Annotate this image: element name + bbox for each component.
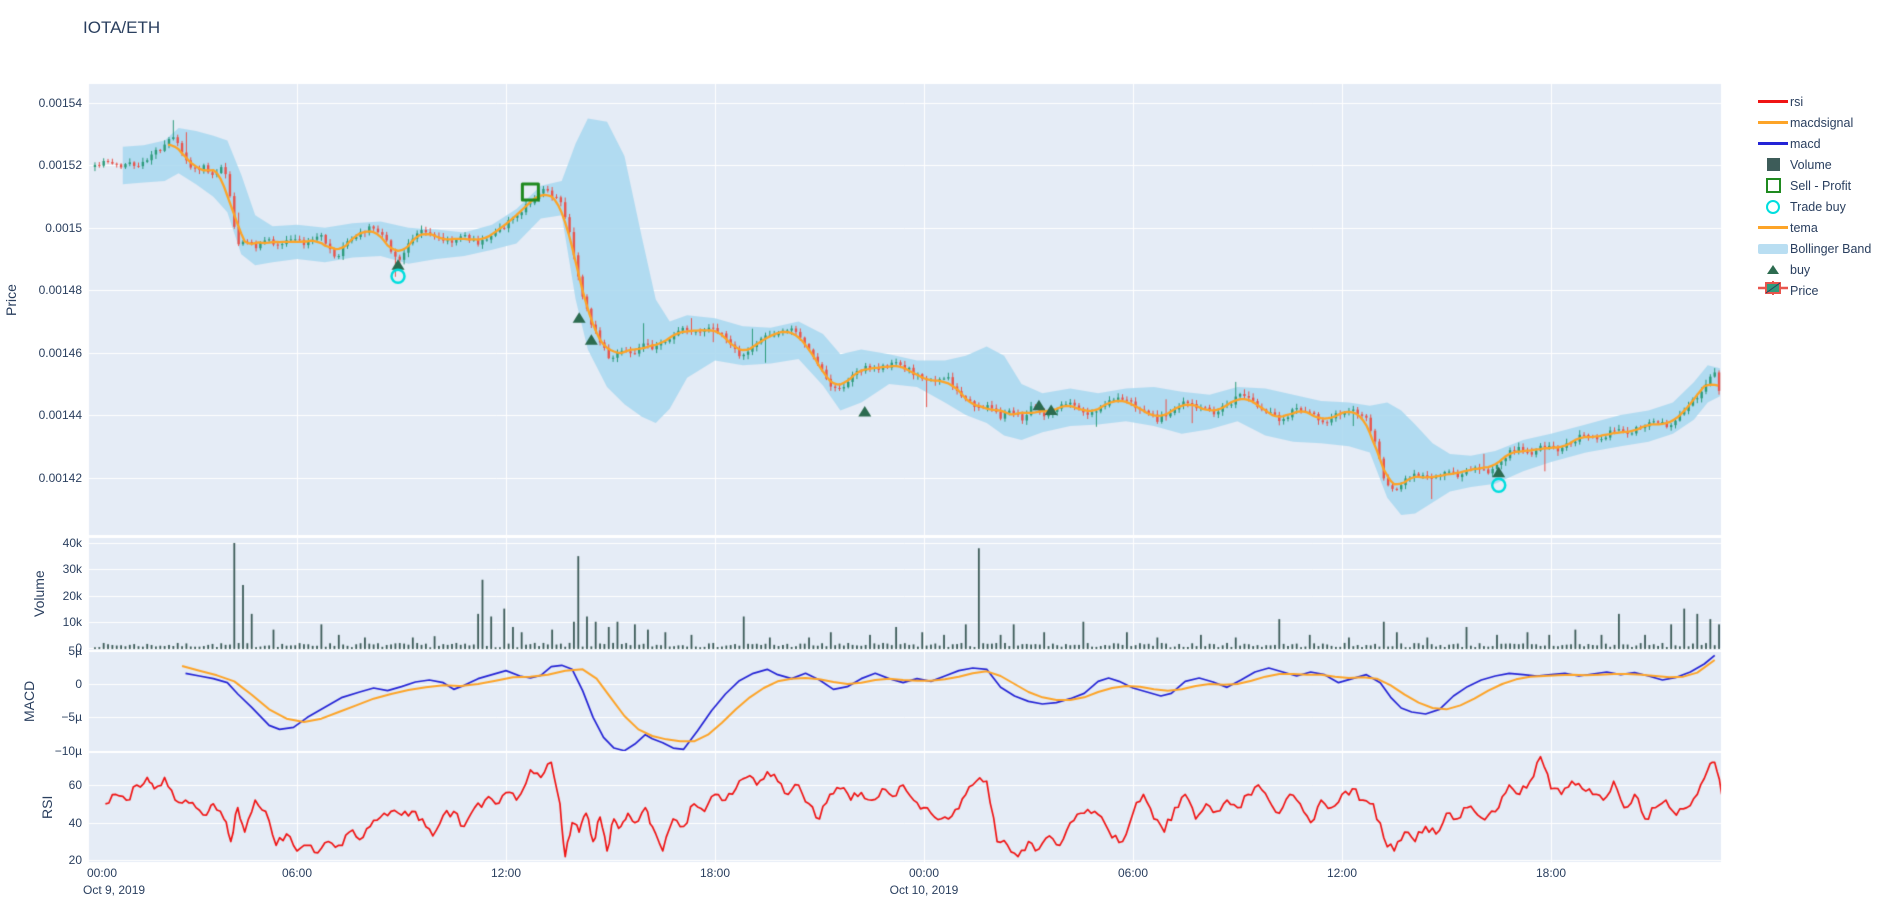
macd-y-tick-label: −5µ: [61, 710, 82, 725]
volume-y-tick-label: 10k: [62, 614, 82, 629]
legend-item-sell-profit[interactable]: Sell - Profit: [1756, 175, 1890, 196]
x-axis-date-label: Oct 10, 2019: [889, 883, 959, 897]
legend-item-label: tema: [1790, 220, 1818, 235]
macd-y-tick-label: −10µ: [54, 743, 82, 758]
legend-item-macd[interactable]: macd: [1756, 133, 1890, 154]
price-swatch-icon: [1756, 280, 1790, 301]
x-tick-label: 00:00: [86, 866, 118, 880]
volume-y-tick-label: 20k: [62, 588, 82, 603]
bollinger-band-swatch-icon: [1756, 243, 1790, 254]
legend-item-label: Trade buy: [1790, 199, 1846, 214]
price-y-tick-label: 0.00144: [38, 408, 82, 423]
rsi-swatch-icon: [1756, 100, 1790, 103]
legend-item-bollinger-band[interactable]: Bollinger Band: [1756, 238, 1890, 259]
x-tick-label: 12:00: [1326, 866, 1357, 880]
page-title: IOTA/ETH: [83, 18, 161, 37]
volume-swatch-icon: [1756, 158, 1790, 171]
price-axis-title: Price: [3, 284, 19, 316]
macd-y-tick-label: 0: [75, 677, 82, 691]
legend-item-macdsignal[interactable]: macdsignal: [1756, 112, 1890, 133]
legend-item-label: macd: [1790, 136, 1821, 151]
legend-item-price[interactable]: Price: [1756, 280, 1890, 301]
legend-item-label: rsi: [1790, 94, 1804, 109]
macdsignal-swatch-icon: [1756, 121, 1790, 124]
buy-swatch-icon: [1756, 265, 1790, 274]
x-tick-label: 00:00: [908, 866, 939, 880]
macd-axis-title: MACD: [21, 680, 37, 722]
price-y-tick-label: 0.00152: [38, 158, 82, 173]
price-y-tick-label: 0.00148: [38, 283, 82, 298]
x-tick-label: 12:00: [490, 866, 521, 880]
legend-item-tema[interactable]: tema: [1756, 217, 1890, 238]
legend-item-label: buy: [1790, 262, 1811, 277]
macd-y-tick-label: 5µ: [68, 643, 82, 658]
x-tick-label: 18:00: [1535, 866, 1566, 880]
rsi-y-tick-label: 60: [68, 778, 82, 792]
legend-item-buy[interactable]: buy: [1756, 259, 1890, 280]
rsi-axis-title: RSI: [39, 795, 55, 819]
volume-y-tick-label: 0: [75, 641, 82, 655]
rsi-y-tick-label: 20: [68, 853, 82, 868]
macd-swatch-icon: [1756, 142, 1790, 145]
price-y-tick-label: 0.0015: [45, 220, 82, 235]
legend-item-label: Volume: [1790, 157, 1832, 172]
legend-item-label: Sell - Profit: [1790, 178, 1852, 193]
x-tick-label: 06:00: [1117, 866, 1148, 880]
legend-item-label: macdsignal: [1790, 115, 1854, 130]
x-tick-label: 06:00: [281, 866, 312, 880]
price-y-tick-label: 0.00154: [38, 96, 82, 110]
price-y-tick-label: 0.00142: [38, 470, 82, 485]
x-axis-date-label: Oct 9, 2019: [83, 883, 146, 897]
legend-item-label: Price: [1790, 283, 1819, 298]
rsi-y-tick-label: 40: [68, 815, 82, 830]
legend-item-volume[interactable]: Volume: [1756, 154, 1890, 175]
volume-y-tick-label: 30k: [62, 562, 82, 577]
legend-item-label: Bollinger Band: [1790, 241, 1872, 256]
volume-y-tick-label: 40k: [62, 536, 82, 550]
legend-item-rsi[interactable]: rsi: [1756, 91, 1890, 112]
legend: rsi macdsignal macd Volume Sell - Profit Trad…: [1756, 91, 1890, 301]
tema-swatch-icon: [1756, 226, 1790, 229]
x-tick-label: 18:00: [699, 866, 730, 880]
sell-profit-swatch-icon: [1756, 178, 1790, 193]
trade-buy-swatch-icon: [1756, 199, 1790, 214]
price-y-tick-label: 0.00146: [38, 345, 82, 360]
legend-item-trade-buy[interactable]: Trade buy: [1756, 196, 1890, 217]
